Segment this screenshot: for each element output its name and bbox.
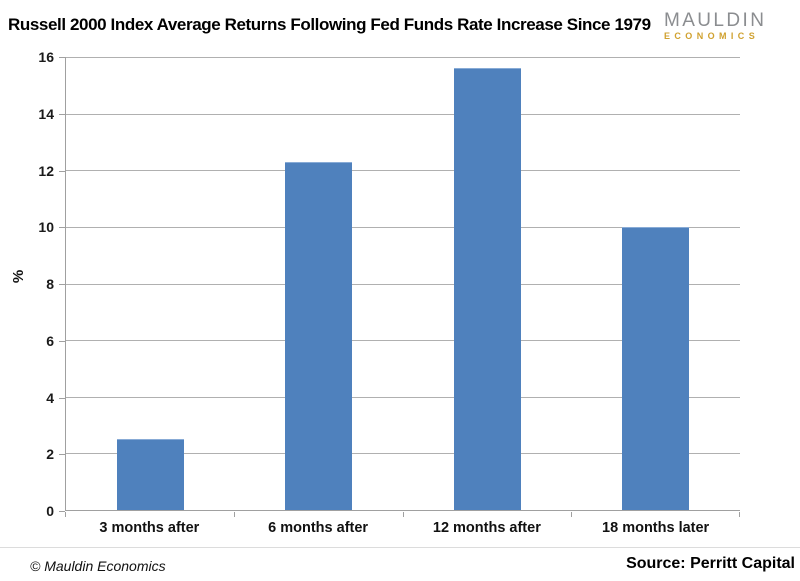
y-tick-mark-2 [59,454,65,456]
x-tick-mark-3 [571,512,573,517]
gridline-2 [66,453,740,455]
footer-divider [0,547,800,548]
x-tick-mark-2 [402,512,404,517]
y-tick-mark-14 [59,113,65,115]
y-axis-tick-marks [59,57,65,512]
x-axis-labels: 3 months after 6 months after 12 months af… [65,520,740,536]
bar-3-months-after [116,439,184,510]
logo-mauldin-text: MAULDIN [664,10,767,31]
bar-12-months-after [453,68,521,510]
y-tick-label-12: 12 [38,162,54,179]
y-tick-mark-6 [59,340,65,342]
y-tick-label-10: 10 [38,219,54,236]
x-axis-tick-marks [65,512,741,517]
x-label-6-months-after: 6 months after [268,520,369,536]
gridline-16 [66,57,740,58]
y-tick-mark-12 [59,170,65,172]
mauldin-economics-logo: MAULDIN ECONOMICS [664,11,796,41]
y-tick-mark-8 [59,284,65,285]
y-tick-label-14: 14 [38,105,54,122]
y-tick-label-8: 8 [46,276,54,292]
y-axis-tick-labels: 0 2 4 6 8 10 12 14 16 [0,49,54,519]
x-tick-mark-0 [65,512,66,517]
y-tick-mark-10 [59,227,65,229]
y-tick-mark-4 [59,397,65,399]
x-label-3-months-after: 3 months after [99,520,200,536]
logo-economics-text: ECONOMICS [664,31,760,41]
copyright-text: © Mauldin Economics [30,558,166,574]
bar-6-months-after [285,161,353,510]
y-tick-label-2: 2 [46,446,54,463]
x-label-12-months-after: 12 months after [432,520,541,536]
gridline-4 [66,396,740,398]
source-text: Source: Perritt Capital [626,555,795,572]
y-tick-label-16: 16 [38,49,54,65]
y-tick-mark-16 [59,57,65,58]
y-tick-label-4: 4 [46,389,54,406]
x-tick-mark-1 [233,512,235,517]
gridline-14 [66,113,740,115]
y-tick-label-6: 6 [46,332,54,349]
chart-title: Russell 2000 Index Average Returns Follo… [8,15,651,34]
y-tick-label-0: 0 [46,503,54,519]
x-label-18-months-later: 18 months later [602,520,710,536]
plot-area [65,57,740,511]
gridline-8 [66,283,740,285]
gridline-10 [66,226,740,228]
gridline-6 [66,340,740,342]
y-tick-mark-0 [59,511,65,512]
bar-18-months-later [622,226,690,510]
x-tick-mark-4 [739,512,740,517]
gridline-12 [66,170,740,172]
